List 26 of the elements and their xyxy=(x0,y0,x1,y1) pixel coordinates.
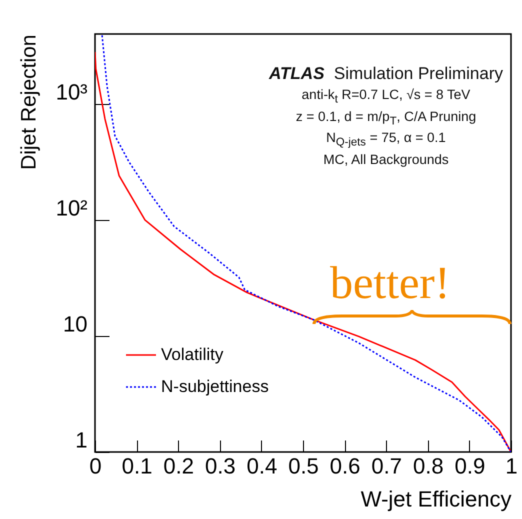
y-tick-label: 10³ xyxy=(56,79,88,104)
legend-label: Volatility xyxy=(161,345,224,364)
y-axis-title: Dijet Rejection xyxy=(18,34,41,170)
x-tick-label: 1 xyxy=(505,454,518,478)
x-tick-label: 0.7 xyxy=(371,454,402,478)
x-tick-label: 0.3 xyxy=(205,454,236,478)
annotation: MC, All Backgrounds xyxy=(322,152,450,168)
x-tick-label: 0.1 xyxy=(122,454,152,478)
legend-label: N-subjettiness xyxy=(161,377,269,396)
annotation: anti-k$_{t}$ R=0.7 LC, √s = 8 TeV xyxy=(300,87,472,106)
annotation: z = 0.1, d = m/p$_{T}$, C/A Pruning xyxy=(294,108,478,128)
text: Simulation Preliminary xyxy=(334,64,503,83)
x-tick-label: 0 xyxy=(89,454,102,478)
x-tick-label: 0.9 xyxy=(454,454,486,478)
annotation: N$_{Q-jets}$ = 75, α = 0.1 xyxy=(325,130,447,150)
text: ATLAS xyxy=(269,64,324,83)
y-tick-label: 10² xyxy=(56,195,88,220)
x-tick-label: 0.8 xyxy=(413,454,444,478)
annotation: better! xyxy=(330,256,450,309)
x-tick-label: 0.4 xyxy=(246,454,278,478)
y-tick-label: 10 xyxy=(63,311,88,336)
x-axis-title: W-jet Efficiency xyxy=(360,486,512,512)
x-tick-label: 0.2 xyxy=(163,454,194,478)
x-tick-label: 0.6 xyxy=(330,454,360,478)
y-tick-label: 1 xyxy=(75,428,88,452)
x-tick-label: 0.5 xyxy=(288,454,319,478)
